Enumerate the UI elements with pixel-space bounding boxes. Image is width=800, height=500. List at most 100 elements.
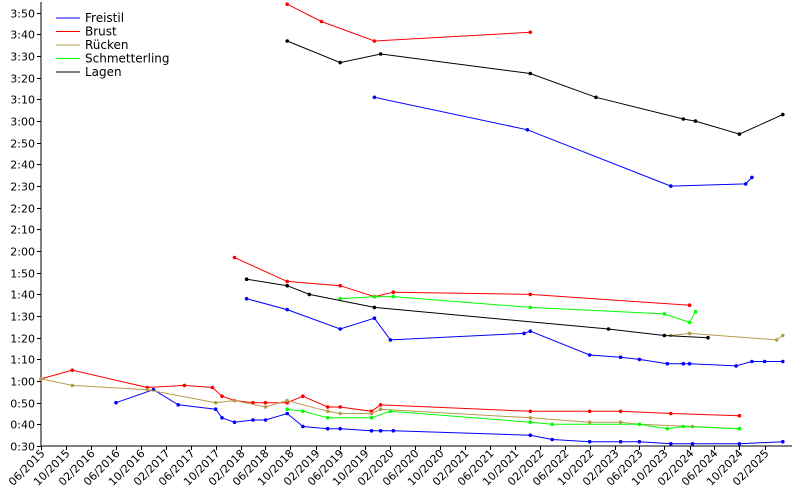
data-point-schmetterling (665, 426, 670, 431)
y-tick-label: 1:20 (10, 333, 35, 346)
data-point-freistil (338, 327, 343, 331)
data-point-freistil (285, 411, 290, 416)
y-tick-label: 3:00 (10, 116, 35, 129)
data-point-schmetterling (391, 294, 396, 299)
legend-label-freistil: Freistil (85, 11, 124, 25)
data-point-brust (372, 39, 377, 43)
data-point-freistil (372, 95, 377, 100)
data-point-brust (301, 394, 305, 399)
data-point-freistil (587, 353, 592, 357)
y-tick-label: 1:10 (10, 354, 35, 367)
data-point-freistil (528, 329, 533, 334)
data-point-freistil (213, 407, 218, 412)
legend-label-schmetterling: Schmetterling (85, 52, 170, 66)
data-point-brust (182, 383, 187, 388)
y-tick-label: 2:20 (10, 203, 35, 216)
data-point-freistil (251, 418, 255, 422)
data-point-brust (251, 400, 255, 405)
y-tick-label: 2:40 (10, 159, 35, 172)
data-point-freistil (391, 429, 396, 433)
data-point-r-cken (587, 420, 592, 425)
data-point-schmetterling (737, 426, 742, 431)
data-point-freistil (301, 424, 305, 429)
data-point-brust (528, 30, 533, 35)
series-layer (39, 2, 785, 446)
y-tick-label: 3:10 (10, 94, 35, 107)
data-point-brust (338, 283, 343, 288)
data-point-freistil (750, 359, 754, 364)
data-point-schmetterling (372, 294, 377, 299)
data-point-brust (220, 394, 224, 399)
data-point-freistil (522, 331, 526, 336)
data-point-r-cken (781, 333, 785, 338)
data-point-freistil (528, 433, 533, 438)
data-point-r-cken (263, 405, 268, 409)
data-point-r-cken (528, 416, 533, 420)
data-point-brust (378, 403, 383, 407)
data-point-r-cken (378, 407, 383, 412)
data-point-schmetterling (693, 309, 698, 314)
data-point-brust (391, 290, 396, 295)
data-point-lagen (338, 60, 343, 65)
data-point-r-cken (39, 377, 43, 381)
data-point-freistil (587, 439, 592, 444)
legend-label-lagen: Lagen (85, 65, 122, 79)
data-point-freistil (244, 296, 249, 301)
data-point-freistil (762, 359, 767, 364)
data-point-freistil (687, 361, 692, 366)
data-point-freistil (220, 416, 224, 420)
data-point-schmetterling (662, 312, 667, 316)
y-tick-label: 2:50 (10, 138, 35, 151)
data-point-freistil (263, 418, 268, 422)
data-point-brust (587, 409, 592, 414)
data-point-lagen (693, 119, 698, 123)
y-tick-label: 3:40 (10, 29, 35, 42)
y-tick-label: 1:50 (10, 268, 35, 281)
data-point-freistil (665, 361, 670, 366)
data-point-freistil (637, 439, 642, 444)
data-point-brust (618, 409, 623, 414)
data-point-freistil (737, 442, 742, 446)
series-line-r-cken (670, 332, 784, 341)
y-tick-label: 1:00 (10, 376, 35, 389)
data-point-freistil (669, 442, 673, 446)
data-point-lagen (307, 292, 312, 297)
series-line-brust (286, 3, 531, 42)
y-tick-label: 1:40 (10, 289, 35, 302)
data-point-freistil (669, 184, 673, 188)
data-point-lagen (285, 283, 290, 288)
data-point-brust (669, 411, 673, 416)
data-point-freistil (734, 364, 738, 368)
data-point-freistil (681, 361, 686, 366)
data-point-brust (338, 405, 343, 409)
data-point-r-cken (285, 398, 290, 403)
data-point-lagen (285, 39, 290, 43)
data-point-r-cken (687, 331, 692, 336)
data-point-schmetterling (687, 320, 692, 325)
data-point-lagen (706, 335, 710, 340)
data-point-lagen (378, 52, 383, 56)
data-point-freistil (372, 316, 377, 321)
data-point-freistil (388, 338, 393, 342)
data-point-schmetterling (681, 424, 686, 429)
data-point-brust (528, 409, 533, 414)
series-freistil (114, 95, 785, 446)
y-tick-label: 2:00 (10, 246, 35, 259)
data-point-schmetterling (388, 409, 393, 414)
data-point-schmetterling (528, 420, 533, 425)
data-point-lagen (372, 305, 377, 310)
data-point-freistil (690, 442, 695, 446)
data-point-r-cken (213, 400, 218, 405)
y-tick-label: 3:50 (10, 8, 35, 21)
data-point-schmetterling (285, 407, 290, 412)
data-point-brust (528, 292, 533, 297)
y-tick-label: 2:30 (10, 181, 35, 194)
series-schmetterling (285, 294, 742, 431)
data-point-freistil (550, 437, 554, 442)
data-point-freistil (369, 429, 374, 433)
data-point-brust (325, 405, 330, 409)
data-point-brust (319, 19, 324, 24)
